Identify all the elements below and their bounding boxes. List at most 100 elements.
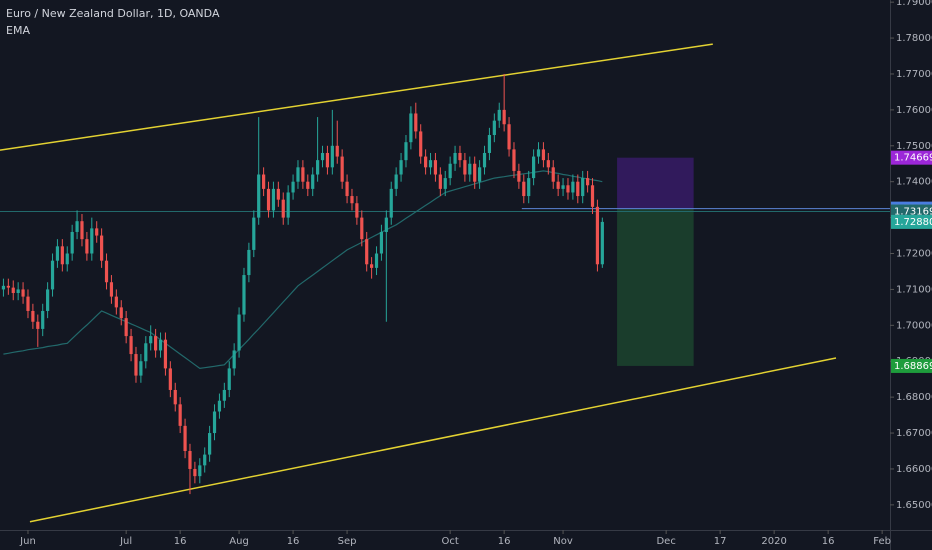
y-tick-label: 1.75000	[896, 141, 932, 152]
candle-body	[409, 113, 413, 143]
x-tick-label: Nov	[553, 536, 573, 547]
y-tick-label: 1.77000	[896, 69, 932, 80]
candle-body	[158, 339, 163, 351]
candle-body	[154, 336, 158, 351]
candle-body	[586, 178, 590, 186]
candle-body	[541, 149, 546, 161]
candle-body	[453, 152, 457, 164]
candle-body	[502, 109, 506, 125]
candle-body	[178, 404, 182, 426]
trend-line	[0, 43, 713, 151]
candle-body	[114, 296, 118, 308]
candle-body	[482, 152, 487, 168]
candle-body	[404, 142, 408, 161]
candle-body	[16, 289, 20, 294]
y-tick-label: 1.78000	[896, 33, 932, 44]
candle-body	[50, 260, 55, 290]
y-tick-label: 1.67000	[896, 428, 932, 439]
candle-body	[478, 167, 482, 182]
price-label-box	[891, 214, 932, 229]
candle-body	[536, 149, 541, 157]
candle-body	[419, 131, 423, 157]
y-tick-label: 1.71000	[896, 284, 932, 295]
candle-body	[532, 156, 536, 179]
candle-body	[360, 217, 364, 240]
candle-body	[316, 160, 320, 175]
x-tick-label: Aug	[229, 536, 249, 547]
candle-body	[340, 156, 344, 182]
y-tick-label: 1.70000	[896, 320, 932, 331]
candle-body	[443, 178, 447, 189]
x-tick-label: 16	[287, 536, 300, 547]
candle-body	[31, 310, 35, 322]
candle-body	[257, 174, 261, 218]
trend-line	[29, 357, 837, 523]
candle-body	[325, 152, 330, 168]
candle-body	[335, 145, 339, 157]
candle-body	[217, 400, 222, 412]
candle-body	[438, 174, 442, 189]
y-tick-label: 1.74000	[896, 177, 932, 188]
candle-body	[458, 152, 462, 161]
price-label-box	[891, 358, 932, 373]
candle-body	[266, 188, 271, 211]
candle-body	[193, 468, 197, 477]
candle-body	[384, 217, 388, 232]
candle-body	[365, 239, 369, 265]
price-label: 1.74669	[894, 153, 932, 164]
candle-body	[527, 178, 531, 197]
candle-body	[374, 253, 379, 268]
price-label: 1.72880	[894, 217, 932, 228]
candle-body	[546, 160, 550, 168]
x-tick-label: 16	[498, 536, 511, 547]
candle-body	[163, 339, 168, 369]
candle-body	[173, 389, 177, 405]
x-tick-label: 16	[822, 536, 835, 547]
candle-body	[247, 249, 251, 276]
candle-body	[104, 260, 109, 283]
candle-body	[55, 246, 60, 261]
candle-body	[203, 454, 207, 466]
candle-body	[237, 314, 241, 351]
candle-body	[271, 188, 276, 211]
candle-body	[21, 289, 25, 297]
candle-body	[119, 307, 123, 319]
x-tick-label: 17	[714, 536, 727, 547]
candle-body	[242, 275, 246, 315]
candle-body	[70, 231, 74, 254]
candle-body	[551, 167, 555, 182]
y-tick-label: 1.79000	[896, 0, 932, 8]
candle-body	[222, 389, 226, 401]
candle-body	[1, 285, 6, 290]
candle-body	[561, 185, 565, 189]
stop-zone	[617, 157, 694, 209]
candle-body	[149, 336, 153, 344]
candle-body	[281, 199, 285, 218]
candle-body	[11, 287, 15, 294]
candle-body	[394, 174, 398, 189]
y-tick-label: 1.65000	[896, 500, 932, 511]
candle-body	[65, 253, 69, 265]
candle-body	[95, 228, 99, 236]
x-tick-label: Dec	[656, 536, 675, 547]
candle-body	[46, 289, 50, 311]
candle-body	[590, 185, 595, 207]
candle-body	[291, 181, 295, 193]
x-tick-label: Jun	[19, 536, 36, 547]
candle-body	[198, 465, 202, 477]
candle-body	[227, 368, 231, 390]
candle-body	[600, 221, 604, 265]
x-tick-label: Jul	[119, 536, 132, 547]
candle-body	[424, 156, 428, 168]
candle-body	[100, 235, 104, 261]
candle-body	[345, 181, 349, 197]
candle-body	[85, 239, 89, 254]
candle-body	[60, 246, 64, 265]
candle-body	[26, 296, 30, 311]
candle-body	[262, 174, 266, 189]
candle-body	[556, 181, 560, 189]
candle-body	[80, 221, 84, 240]
candle-body	[208, 433, 212, 455]
